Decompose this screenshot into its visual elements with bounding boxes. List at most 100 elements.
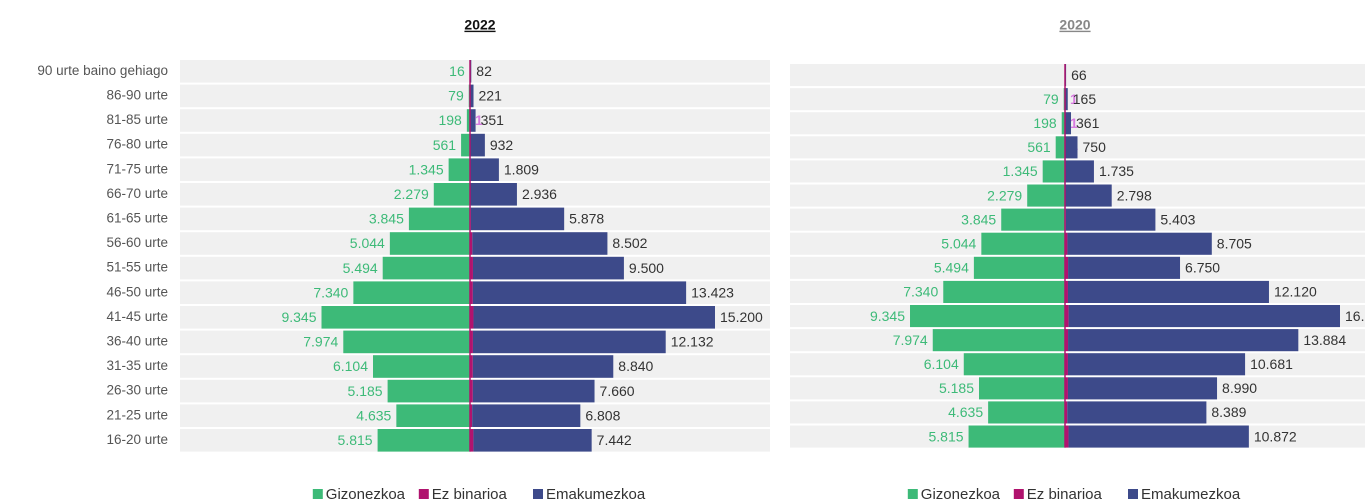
bar bbox=[932, 329, 1065, 352]
bar bbox=[389, 232, 470, 255]
data-label: 3.845 bbox=[369, 211, 404, 227]
bar bbox=[373, 355, 470, 378]
data-label: 1 bbox=[475, 112, 483, 128]
bar bbox=[470, 355, 473, 378]
data-label: 2.936 bbox=[522, 186, 557, 202]
data-label: 3.845 bbox=[961, 211, 996, 227]
bar bbox=[470, 306, 474, 329]
bar bbox=[1065, 160, 1094, 183]
data-label: 361 bbox=[1076, 115, 1100, 131]
bar bbox=[1061, 112, 1065, 135]
data-label: 1.345 bbox=[409, 161, 444, 177]
bar bbox=[470, 109, 476, 132]
data-label: 221 bbox=[479, 88, 503, 104]
y-tick-label: 26-30 urte bbox=[106, 383, 168, 398]
legend-marker bbox=[533, 489, 543, 499]
data-label: 8.705 bbox=[1217, 235, 1252, 251]
bar bbox=[1065, 329, 1069, 352]
data-label: 12.132 bbox=[671, 334, 714, 350]
data-label: 8.389 bbox=[1211, 404, 1246, 420]
data-label: 561 bbox=[433, 137, 457, 153]
data-label: 7.442 bbox=[597, 432, 632, 448]
y-tick-label: 51-55 urte bbox=[106, 260, 168, 275]
data-label: 165 bbox=[1073, 91, 1097, 107]
bar bbox=[1068, 329, 1299, 352]
data-label: 1 bbox=[1070, 91, 1078, 107]
bar bbox=[472, 404, 581, 427]
data-label: 79 bbox=[448, 88, 464, 104]
bar bbox=[473, 429, 592, 452]
y-tick-label: 21-25 urte bbox=[106, 407, 168, 422]
bar bbox=[1065, 232, 1068, 255]
bar bbox=[1065, 377, 1068, 400]
bar bbox=[472, 281, 687, 304]
bar bbox=[472, 256, 624, 280]
bar bbox=[470, 207, 565, 231]
bar bbox=[461, 133, 470, 157]
data-label: 66 bbox=[1071, 67, 1087, 83]
data-label: 2.798 bbox=[1117, 187, 1152, 203]
data-label: 1.735 bbox=[1099, 163, 1134, 179]
data-label: 8.502 bbox=[612, 235, 647, 251]
data-label: 5.044 bbox=[350, 235, 385, 251]
bar bbox=[1067, 401, 1207, 424]
bar bbox=[470, 256, 473, 280]
data-label: 4.635 bbox=[948, 404, 983, 420]
bar bbox=[353, 281, 470, 304]
legend-marker bbox=[1128, 489, 1138, 499]
data-label: 6.104 bbox=[333, 358, 368, 374]
y-tick-label: 41-45 urte bbox=[106, 309, 168, 324]
row-band bbox=[180, 60, 770, 83]
y-tick-label: 81-85 urte bbox=[106, 112, 168, 127]
bar bbox=[910, 305, 1065, 328]
bar bbox=[1065, 353, 1068, 376]
bar bbox=[1055, 136, 1065, 159]
data-label: 10.872 bbox=[1254, 428, 1297, 444]
data-label: 5.815 bbox=[338, 432, 373, 448]
data-label: 5.044 bbox=[941, 235, 976, 251]
data-label: 351 bbox=[481, 112, 505, 128]
bar bbox=[988, 401, 1065, 424]
legend-label: Gizonezkoa bbox=[326, 486, 406, 503]
data-label: 6.808 bbox=[585, 407, 620, 423]
data-label: 1.345 bbox=[1003, 163, 1038, 179]
bar bbox=[470, 158, 499, 181]
y-tick-label: 86-90 urte bbox=[106, 87, 168, 102]
data-label: 7.340 bbox=[313, 284, 348, 300]
bar bbox=[470, 232, 473, 255]
data-label: 750 bbox=[1083, 139, 1107, 155]
data-label: 6.104 bbox=[924, 356, 959, 372]
data-label: 12.120 bbox=[1274, 284, 1317, 300]
y-tick-label: 66-70 urte bbox=[106, 186, 168, 201]
legend-marker bbox=[907, 489, 918, 499]
data-label: 13.884 bbox=[1303, 332, 1346, 348]
bar bbox=[470, 379, 473, 403]
data-label: 10.681 bbox=[1250, 356, 1293, 372]
data-label: 5.494 bbox=[934, 260, 969, 276]
bar bbox=[466, 109, 470, 132]
data-label: 1 bbox=[1070, 115, 1078, 131]
data-label: 9.500 bbox=[629, 260, 664, 276]
data-label: 2.279 bbox=[394, 186, 429, 202]
bar bbox=[1065, 112, 1072, 135]
data-label: 9.345 bbox=[281, 309, 316, 325]
data-label: 7.974 bbox=[893, 332, 928, 348]
bar bbox=[1067, 232, 1212, 255]
bar bbox=[1068, 425, 1249, 448]
bar bbox=[1067, 280, 1269, 303]
bar bbox=[1001, 208, 1065, 231]
data-label: 8.990 bbox=[1222, 380, 1257, 396]
data-label: 2.279 bbox=[987, 187, 1022, 203]
data-label: 82 bbox=[476, 63, 492, 79]
legend-label: Emakumezkoa bbox=[546, 486, 646, 503]
legend-marker bbox=[1013, 489, 1024, 499]
bar bbox=[1027, 184, 1065, 207]
y-tick-label: 16-20 urte bbox=[106, 432, 168, 447]
y-tick-label: 31-35 urte bbox=[106, 358, 168, 373]
bar bbox=[396, 404, 470, 427]
data-label: 5.403 bbox=[1160, 211, 1195, 227]
bar bbox=[408, 207, 470, 231]
bar bbox=[1065, 256, 1069, 279]
bar bbox=[1065, 425, 1069, 448]
bar bbox=[343, 330, 470, 354]
